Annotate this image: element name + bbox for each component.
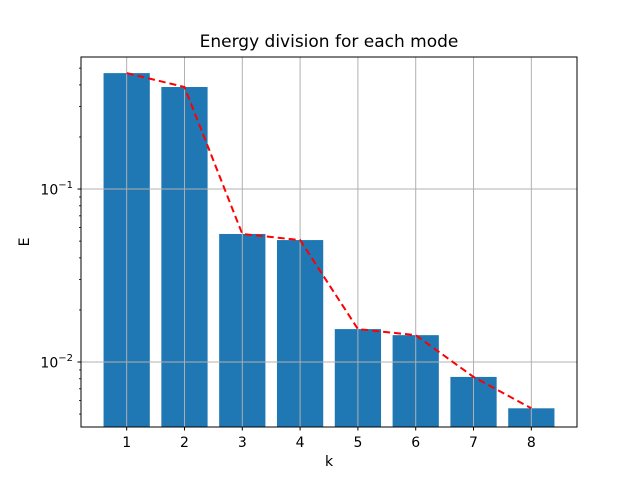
grid-layer (81, 57, 577, 427)
line-layer (126, 72, 532, 410)
x-tick-label: 3 (238, 435, 247, 451)
x-tick-label: 4 (296, 435, 305, 451)
bars-layer (103, 73, 555, 428)
x-tick-label: 5 (353, 435, 362, 451)
ticks-layer: 1 2 3 4 5 6 7 8 10−1 10−2 (40, 67, 536, 451)
x-tick-label: 8 (527, 435, 536, 451)
x-tick-label: 6 (411, 435, 420, 451)
y-tick-label: 10−1 (40, 180, 73, 199)
x-tick-label: 7 (469, 435, 478, 451)
plot-border (80, 56, 578, 428)
chart-title: Energy division for each mode (200, 32, 459, 52)
y-axis-label: E (17, 238, 33, 247)
x-tick-label: 1 (122, 435, 131, 451)
y-tick-label: 10−2 (40, 353, 73, 372)
x-axis-label: k (325, 454, 334, 470)
trend-line (126, 72, 532, 410)
x-tick-label: 2 (180, 435, 189, 451)
